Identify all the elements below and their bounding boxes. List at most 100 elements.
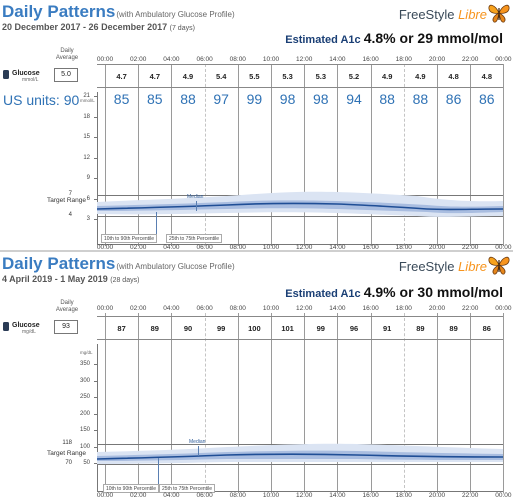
- time-label: 12:00: [296, 492, 313, 499]
- hourly-value: 4.7: [116, 72, 127, 81]
- time-label: 00:00: [96, 492, 114, 499]
- report-title: Daily Patterns(with Ambulatory Glucose P…: [2, 2, 235, 21]
- us-hourly-value: 86: [479, 91, 495, 107]
- y-axis-unit: mmol/L: [80, 98, 95, 103]
- hourly-value: 4.8: [481, 72, 493, 81]
- date-range: 20 December 2017 - 26 December 2017 (7 d…: [2, 22, 195, 32]
- time-label: 04:00: [163, 56, 180, 63]
- agp-chart: [97, 191, 503, 217]
- plot-area: [97, 92, 503, 245]
- target-high-value: 118: [62, 440, 72, 446]
- butterfly-icon: [488, 256, 510, 275]
- butterfly-icon: [488, 4, 510, 23]
- time-label: 12:00: [296, 244, 313, 250]
- estimated-a1c: Estimated A1c 4.9% or 30 mmol/mol: [285, 284, 503, 300]
- glucose-row: [97, 64, 503, 88]
- time-label: 18:00: [395, 305, 412, 312]
- us-hourly-value: 98: [279, 91, 296, 107]
- day-count: (28 days): [110, 277, 140, 284]
- hour-gridline: [370, 313, 372, 493]
- time-label: 00:00: [495, 56, 512, 63]
- hour-gridline: [237, 64, 239, 246]
- y-tick-label: 3: [86, 216, 90, 222]
- time-label: 14:00: [329, 244, 346, 250]
- y-tick-label: 6: [86, 195, 90, 202]
- hour-gridline: [237, 313, 239, 493]
- hour-gridline: [437, 64, 438, 246]
- date-range: 4 April 2019 - 1 May 2019 (28 days): [2, 274, 140, 284]
- y-tick-label: 15: [83, 134, 90, 140]
- percentile-25-75-band: [97, 200, 503, 214]
- time-label: 00:00: [495, 244, 512, 250]
- time-label: 16:00: [362, 56, 379, 63]
- time-label: 12:00: [296, 56, 313, 63]
- hour-gridline: [105, 313, 106, 493]
- hour-gridline: [304, 313, 306, 493]
- legend-25-75: 25th to 75th Percentile: [159, 484, 216, 493]
- report-subtitle: (with Ambulatory Glucose Profile): [116, 10, 235, 19]
- time-label: 20:00: [428, 56, 446, 63]
- us-units-label: US units: 90: [3, 92, 80, 108]
- y-tick-mark: [94, 219, 97, 220]
- us-hourly-value: 85: [147, 91, 163, 107]
- time-label: 02:00: [130, 56, 147, 63]
- y-tick-label: 12: [83, 154, 90, 161]
- time-label: 00:00: [495, 492, 512, 499]
- time-label: 16:00: [362, 492, 379, 499]
- us-hourly-value: 86: [445, 91, 462, 107]
- hourly-value: 5.4: [215, 72, 227, 81]
- us-hourly-value: 88: [180, 91, 196, 107]
- plot-area: [97, 344, 503, 492]
- daily-average-value: 5.0: [54, 68, 78, 82]
- hourly-value: 101: [281, 324, 294, 333]
- time-label: 10:00: [262, 492, 280, 499]
- y-tick-label: 9: [86, 175, 90, 181]
- legend-25-75: 25th to 75th Percentile: [166, 234, 223, 243]
- sensor-icon: [3, 322, 9, 331]
- hourly-value: 4.9: [381, 72, 393, 81]
- y-tick-label: 250: [79, 394, 90, 400]
- hour-gridline: [138, 64, 140, 246]
- time-label: 14:00: [329, 305, 346, 312]
- legend-pointer: [156, 212, 157, 236]
- time-label: 18:00: [395, 56, 412, 63]
- hourly-value: 96: [349, 324, 359, 333]
- daily-average-header: Daily Average: [55, 300, 79, 313]
- time-label: 08:00: [229, 56, 246, 63]
- time-label: 00:00: [495, 305, 512, 312]
- time-label: 00:00: [96, 56, 114, 63]
- us-hourly-value: 85: [113, 91, 130, 107]
- time-label: 22:00: [462, 56, 479, 63]
- median-pointer: [196, 201, 197, 211]
- estimated-a1c: Estimated A1c 4.8% or 29 mmol/mol: [285, 30, 503, 46]
- time-label: 14:00: [329, 492, 346, 499]
- y-axis-unit: mg/dL: [80, 350, 93, 355]
- y-tick-mark: [94, 446, 97, 448]
- glucose-row: [97, 316, 503, 340]
- hourly-value: 5.5: [249, 72, 260, 81]
- time-label: 18:00: [395, 244, 412, 250]
- daily-average-header: Daily Average: [55, 48, 79, 61]
- y-tick-mark: [94, 198, 97, 200]
- hour-gridline: [304, 64, 306, 246]
- day-count: (7 days): [169, 25, 195, 32]
- legend-10-90: 10th to 90th Percentile: [101, 234, 158, 243]
- median-label: Median: [189, 439, 206, 445]
- hourly-value: 4.8: [448, 72, 459, 81]
- target-low-line: [97, 216, 503, 217]
- time-label: 22:00: [462, 305, 479, 312]
- hour-gridline: [204, 64, 206, 246]
- time-label: 22:00: [462, 492, 479, 499]
- hourly-value: 99: [316, 324, 325, 333]
- hour-gridline: [337, 64, 339, 246]
- time-label: 04:00: [163, 305, 180, 312]
- target-low-value: 4: [68, 212, 72, 218]
- time-label: 02:00: [130, 492, 147, 499]
- us-hourly-value: 88: [412, 91, 429, 107]
- freestyle-libre-logo: FreeStyle Libre: [398, 7, 487, 22]
- y-tick-mark: [94, 380, 97, 382]
- hourly-value: 4.9: [415, 72, 426, 81]
- report-title: Daily Patterns(with Ambulatory Glucose P…: [2, 254, 235, 273]
- hourly-value: 100: [248, 324, 261, 333]
- time-label: 04:00: [163, 244, 180, 250]
